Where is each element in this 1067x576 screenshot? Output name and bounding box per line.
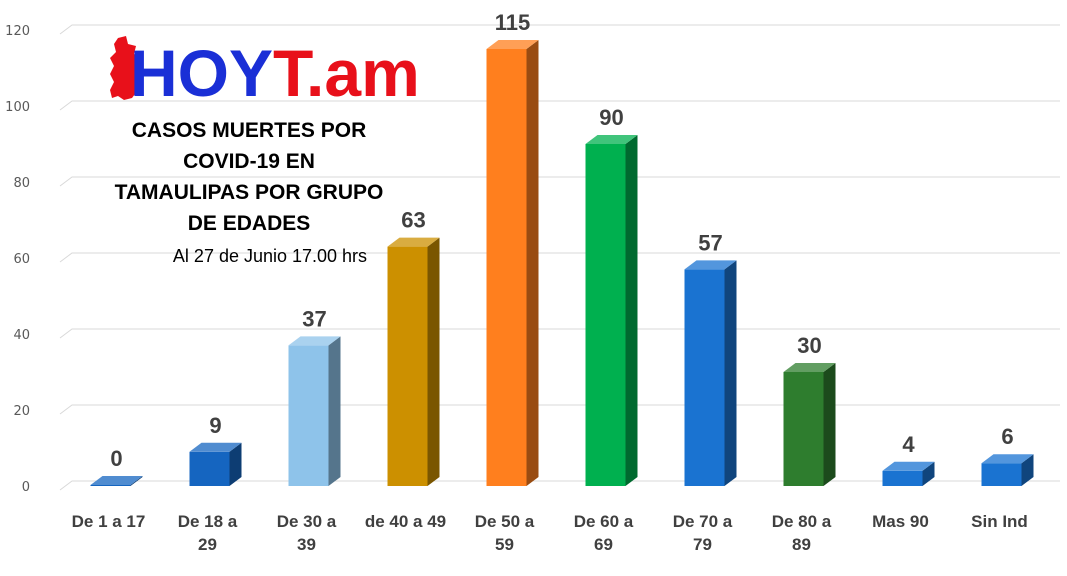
gridline-4 bbox=[59, 176, 1060, 187]
logo-text-main: HOY bbox=[130, 36, 273, 110]
chart-subtitle: Al 27 de Junio 17.00 hrs bbox=[173, 246, 367, 266]
y-tick-label-4: 80 bbox=[13, 176, 30, 191]
x-tick-label-2: De 30 a 39 bbox=[277, 512, 337, 554]
bar-side-8 bbox=[922, 461, 935, 486]
bar-side-3 bbox=[427, 237, 440, 486]
tamaulipas-map-icon bbox=[110, 36, 142, 100]
data-label-6: 57 bbox=[698, 230, 722, 255]
data-label-0: 0 bbox=[110, 446, 122, 471]
bar-3: 63 bbox=[387, 208, 440, 486]
data-label-2: 37 bbox=[302, 306, 326, 331]
bar-top-7 bbox=[783, 363, 836, 372]
x-tick-label-5: De 60 a 69 bbox=[574, 512, 634, 554]
bar-top-0 bbox=[90, 476, 143, 485]
y-tick-label-5: 100 bbox=[5, 100, 30, 115]
title-line-1: CASOS MUERTES POR bbox=[132, 119, 367, 142]
y-tick-label-2: 40 bbox=[13, 328, 30, 343]
y-tick-label-3: 60 bbox=[13, 252, 30, 267]
x-tick-label-7: De 80 a 89 bbox=[772, 512, 832, 554]
bar-side-6 bbox=[724, 260, 737, 486]
x-tick-label-4: De 50 a 59 bbox=[475, 512, 535, 554]
bar-top-8 bbox=[882, 461, 935, 471]
bar-front-2 bbox=[288, 345, 329, 486]
bar-front-5 bbox=[585, 144, 626, 486]
y-tick-label-1: 20 bbox=[13, 404, 30, 419]
bar-top-9 bbox=[981, 454, 1034, 464]
bar-1: 9 bbox=[189, 413, 242, 486]
bar-front-3 bbox=[387, 246, 428, 486]
logo-text-accent: T.am bbox=[273, 36, 420, 110]
bar-side-0 bbox=[130, 476, 143, 486]
bar-side-5 bbox=[625, 135, 638, 486]
bar-front-4 bbox=[486, 49, 527, 486]
gridlines bbox=[59, 24, 1060, 491]
bar-top-3 bbox=[387, 237, 440, 247]
data-label-8: 4 bbox=[902, 432, 915, 457]
bar-5: 90 bbox=[585, 105, 638, 486]
bar-side-9 bbox=[1021, 454, 1034, 486]
chart-title: CASOS MUERTES POR COVID-19 EN TAMAULIPAS… bbox=[115, 119, 384, 266]
y-tick-label-6: 120 bbox=[5, 24, 30, 39]
bar-8: 4 bbox=[882, 432, 935, 486]
x-tick-label-6: De 70 a 79 bbox=[673, 512, 733, 554]
bar-0: 0 bbox=[90, 446, 143, 486]
bar-side-4 bbox=[526, 40, 539, 486]
bar-top-2 bbox=[288, 336, 341, 346]
svg-text:HOYT.am: HOYT.am bbox=[130, 36, 420, 110]
bar-side-7 bbox=[823, 363, 836, 486]
y-axis: 0 20 40 60 80 100 120 bbox=[5, 24, 30, 495]
gridline-3 bbox=[59, 252, 1060, 263]
gridline-2 bbox=[59, 328, 1060, 339]
title-line-3: TAMAULIPAS POR GRUPO bbox=[115, 181, 384, 204]
title-line-4: DE EDADES bbox=[188, 212, 311, 235]
bar-top-4 bbox=[486, 40, 539, 49]
bar-front-6 bbox=[684, 269, 725, 486]
bar-front-9 bbox=[981, 463, 1022, 486]
bar-top-6 bbox=[684, 260, 737, 270]
title-line-2: COVID-19 EN bbox=[183, 150, 315, 173]
x-tick-label-9: Sin Ind bbox=[971, 512, 1028, 531]
bars: 0 9 37 63 115 90 57 30 4 6 bbox=[90, 10, 1034, 486]
bar-top-1 bbox=[189, 442, 242, 452]
bar-6: 57 bbox=[684, 230, 737, 486]
bar-4: 115 bbox=[486, 10, 539, 486]
bar-9: 6 bbox=[981, 424, 1034, 486]
bar-front-0 bbox=[90, 485, 131, 486]
bar-side-1 bbox=[229, 442, 242, 486]
x-tick-label-1: De 18 a 29 bbox=[178, 512, 238, 554]
data-label-1: 9 bbox=[209, 413, 221, 438]
data-label-5: 90 bbox=[599, 105, 623, 130]
bar-top-5 bbox=[585, 135, 638, 144]
gridline-5 bbox=[59, 100, 1060, 111]
bar-front-8 bbox=[882, 470, 923, 486]
data-label-4: 115 bbox=[495, 10, 531, 35]
bar-front-1 bbox=[189, 451, 230, 486]
bar-2: 37 bbox=[288, 306, 341, 486]
x-axis: De 1 a 17 De 18 a 29 De 30 a 39 de 40 a 49 De … bbox=[72, 512, 1028, 554]
bar-7: 30 bbox=[783, 333, 836, 486]
bar-side-2 bbox=[328, 336, 341, 486]
gridline-6 bbox=[59, 24, 1060, 35]
logo: HOYT.am bbox=[110, 36, 420, 110]
x-tick-label-3: de 40 a 49 bbox=[365, 512, 446, 531]
y-tick-label-0: 0 bbox=[22, 480, 30, 495]
x-tick-label-0: De 1 a 17 bbox=[72, 512, 146, 531]
data-label-9: 6 bbox=[1001, 424, 1013, 449]
x-tick-label-8: Mas 90 bbox=[872, 512, 929, 531]
data-label-7: 30 bbox=[797, 333, 821, 358]
bar-front-7 bbox=[783, 372, 824, 486]
data-label-3: 63 bbox=[401, 208, 425, 233]
